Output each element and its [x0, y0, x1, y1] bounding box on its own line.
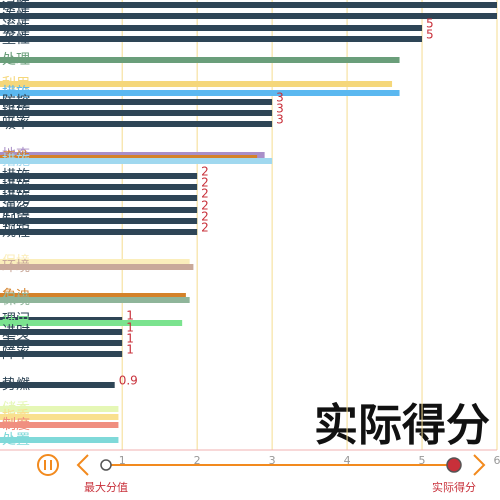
chart-title: 实际得分 — [314, 400, 490, 451]
bar — [0, 382, 115, 388]
bar — [0, 422, 119, 428]
value-label: 2 — [201, 210, 209, 224]
bar — [0, 207, 198, 213]
category-label: 措施 — [2, 179, 30, 195]
bar — [0, 99, 273, 105]
value-label: 2 — [201, 199, 209, 213]
x-tick-label: 2 — [194, 454, 201, 467]
bar — [0, 184, 198, 190]
bar — [0, 13, 497, 19]
pause-button[interactable] — [37, 454, 59, 476]
value-label: 3 — [276, 113, 284, 127]
value-label: 2 — [201, 187, 209, 201]
prev-button[interactable] — [76, 454, 89, 476]
bar — [0, 2, 497, 8]
bar — [0, 195, 198, 201]
value-label: 2 — [201, 165, 209, 179]
category-label: 垄性 — [2, 31, 30, 47]
slider-start[interactable] — [100, 459, 112, 471]
bar — [0, 264, 194, 270]
slider-thumb[interactable] — [446, 457, 462, 473]
value-label: 1 — [126, 332, 134, 346]
bar — [0, 90, 400, 96]
category-label: 诶性 — [2, 20, 30, 36]
category-label: 防控 — [2, 94, 30, 110]
value-label: 1 — [126, 321, 134, 335]
value-label: 1 — [126, 309, 134, 323]
x-tick-label: 6 — [494, 454, 500, 467]
category-label: 种用 — [2, 315, 30, 331]
value-label: 1 — [126, 343, 134, 357]
x-tick-label: 5 — [419, 454, 426, 467]
category-label: 泼性 — [2, 8, 30, 24]
bar — [0, 25, 423, 31]
category-label: 处置 — [2, 432, 30, 448]
value-label: 2 — [201, 221, 209, 235]
bar — [0, 351, 123, 357]
bar — [0, 121, 273, 127]
bar — [0, 229, 198, 235]
category-label: 储委 — [2, 401, 30, 417]
value-label: 5 — [426, 17, 434, 31]
bar — [0, 406, 119, 412]
bar — [0, 57, 400, 63]
bar — [0, 297, 190, 303]
bar — [0, 293, 186, 299]
category-label: 措施 — [2, 153, 30, 169]
x-tick-label: 1 — [119, 454, 126, 467]
bar — [0, 329, 123, 335]
category-label: 浸性 — [2, 0, 30, 13]
category-label: 措施 — [2, 168, 30, 184]
next-button[interactable] — [473, 454, 486, 476]
bar — [0, 158, 273, 164]
bar — [0, 110, 273, 116]
value-label: 2 — [201, 176, 209, 190]
category-label: 措施 — [2, 190, 30, 206]
category-label: 制度 — [2, 417, 30, 433]
x-tick-label: 3 — [269, 454, 276, 467]
value-label: 5 — [426, 28, 434, 42]
category-label: 渭络 — [2, 202, 30, 218]
slider-label: 最大分值 — [84, 480, 128, 494]
bar — [0, 320, 183, 326]
value-label: 3 — [276, 102, 284, 116]
category-label: 处理 — [2, 52, 30, 68]
category-label: 措施 — [2, 105, 30, 121]
category-label: 力余 — [2, 334, 30, 351]
bar — [0, 437, 119, 443]
category-label: 势燃 — [2, 376, 30, 393]
category-label: 吸率 — [2, 115, 30, 132]
category-label: 环境 — [2, 259, 30, 275]
category-label: 制度 — [2, 213, 30, 229]
category-label: 措施 — [2, 85, 30, 101]
slider: 最大分值 实际得分 — [37, 454, 486, 494]
bar — [0, 81, 393, 87]
category-label: 指委 — [2, 409, 30, 425]
bar — [0, 414, 119, 420]
bar — [0, 36, 423, 42]
category-label: 进时 — [2, 324, 30, 340]
category-label: 规程 — [2, 224, 30, 240]
bar — [0, 173, 198, 179]
bar — [0, 259, 190, 265]
x-tick-label: 4 — [344, 454, 351, 467]
category-label: 障率 — [2, 345, 30, 362]
bar — [0, 218, 198, 224]
category-label: 保境 — [2, 292, 30, 308]
slider-label: 实际得分 — [432, 480, 476, 494]
category-label: 利用 — [2, 76, 30, 92]
value-label: 0.9 — [119, 374, 138, 388]
value-label: 3 — [276, 91, 284, 105]
bar — [0, 340, 123, 346]
